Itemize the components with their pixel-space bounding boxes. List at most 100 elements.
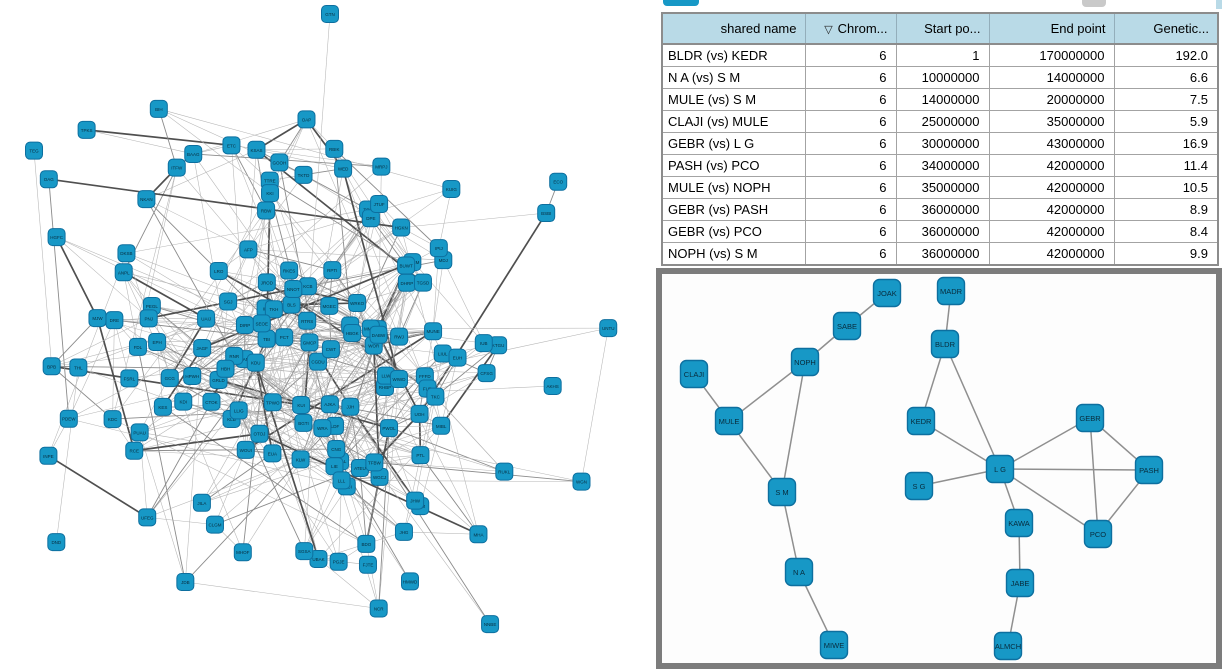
network-node[interactable]: NCR: [369, 599, 388, 618]
subnetwork-node-s-m[interactable]: S M: [767, 477, 797, 507]
network-node[interactable]: WED: [334, 159, 353, 178]
network-node[interactable]: RPTI: [323, 261, 342, 280]
table-cell[interactable]: 35000000: [988, 110, 1115, 133]
network-node[interactable]: KLW: [291, 450, 310, 469]
network-node[interactable]: IUB: [474, 334, 493, 353]
network-node[interactable]: SGSA: [295, 542, 314, 561]
network-node[interactable]: TFBW: [365, 453, 384, 472]
network-node[interactable]: JDB: [176, 572, 195, 591]
table-cell[interactable]: 6.6: [1113, 66, 1219, 89]
network-node[interactable]: CTOK: [202, 392, 221, 411]
network-node[interactable]: PCT: [275, 328, 294, 347]
subnetwork-view[interactable]: JOAK MADR SABE NOPH BLDR CLAJI MULE KEDR GEBR L G…: [656, 268, 1222, 669]
network-node[interactable]: KSAS: [247, 140, 266, 159]
network-node[interactable]: MHA: [469, 525, 488, 544]
table-cell[interactable]: 6: [804, 154, 897, 177]
table-row[interactable]: NOPH (vs) S M 6 36000000 42000000 9.9: [661, 242, 1219, 266]
table-cell[interactable]: 6: [804, 66, 897, 89]
network-node[interactable]: WIWD: [389, 369, 408, 388]
network-node[interactable]: WOUI: [236, 440, 255, 459]
network-node[interactable]: LRO: [209, 261, 228, 280]
network-node[interactable]: UOH: [410, 404, 429, 423]
network-node[interactable]: RTRS: [298, 311, 317, 330]
table-cell[interactable]: 14000000: [895, 88, 990, 111]
network-node[interactable]: OTOJ: [250, 424, 269, 443]
table-row[interactable]: GEBR (vs) PCO 6 36000000 42000000 8.4: [661, 220, 1219, 243]
network-node[interactable]: GTN: [321, 5, 339, 23]
subnetwork-node-joak[interactable]: JOAK: [872, 278, 902, 308]
network-node[interactable]: NKAN: [137, 190, 156, 209]
network-node[interactable]: AFP: [239, 240, 258, 259]
network-node[interactable]: CLGM: [205, 515, 224, 534]
network-node[interactable]: RCE: [125, 441, 144, 460]
table-cell[interactable]: 42000000: [988, 242, 1115, 266]
network-node[interactable]: KUI: [292, 395, 311, 414]
network-node[interactable]: DKSB: [117, 244, 136, 263]
subnetwork-node-pco[interactable]: PCO: [1083, 519, 1113, 549]
table-cell[interactable]: 6: [804, 132, 897, 155]
subnetwork-node-s-g[interactable]: S G: [904, 471, 934, 501]
network-node[interactable]: BIH: [149, 99, 168, 118]
subnetwork-edge-noph-sm[interactable]: [781, 361, 806, 493]
cell-shared-name[interactable]: BLDR (vs) KEDR: [661, 43, 806, 67]
network-node[interactable]: WRA: [313, 419, 332, 438]
subnetwork-node-mule[interactable]: MULE: [714, 406, 744, 436]
network-node[interactable]: PTL: [411, 446, 430, 465]
network-node[interactable]: KDI: [174, 392, 193, 411]
network-node[interactable]: INPE: [39, 446, 58, 465]
scrollbar-thumb-fragment[interactable]: [1082, 0, 1106, 7]
network-node[interactable]: TKH: [264, 300, 283, 319]
table-cell[interactable]: 34000000: [895, 154, 990, 177]
network-node[interactable]: BDO: [357, 534, 376, 553]
network-node[interactable]: GMCP: [300, 333, 319, 352]
network-node[interactable]: MRPJ: [372, 157, 391, 176]
network-node[interactable]: WRKO: [348, 294, 367, 313]
table-cell[interactable]: 7.5: [1113, 88, 1219, 111]
network-node[interactable]: RKES: [280, 261, 299, 280]
network-node[interactable]: TPWO: [263, 393, 282, 412]
table-cell[interactable]: 43000000: [988, 132, 1115, 155]
network-node[interactable]: HMWD: [400, 572, 419, 591]
subnetwork-canvas[interactable]: JOAK MADR SABE NOPH BLDR CLAJI MULE KEDR GEBR L G…: [662, 274, 1216, 663]
network-node[interactable]: UAIJ: [197, 309, 216, 328]
network-node[interactable]: IPIJ: [429, 239, 448, 258]
network-node[interactable]: BAAG: [184, 144, 203, 163]
network-node[interactable]: BPB: [42, 357, 61, 376]
network-node[interactable]: SEOE: [252, 314, 271, 333]
network-node[interactable]: EUA: [263, 444, 282, 463]
subnetwork-node-l-g[interactable]: L G: [985, 454, 1015, 484]
network-node[interactable]: HGFC: [47, 228, 66, 247]
subnetwork-edge-gebr-pco[interactable]: [1089, 417, 1099, 535]
table-cell[interactable]: 5.9: [1113, 110, 1219, 133]
subnetwork-node-madr[interactable]: MADR: [936, 276, 966, 306]
table-cell[interactable]: 35000000: [895, 176, 990, 199]
network-node[interactable]: RBW: [257, 201, 276, 220]
network-node[interactable]: JROD: [257, 273, 276, 292]
network-node[interactable]: JHW: [406, 491, 425, 510]
subnetwork-node-kedr[interactable]: KEDR: [906, 406, 936, 436]
network-node[interactable]: OAP: [297, 110, 316, 129]
table-cell[interactable]: 42000000: [988, 198, 1115, 221]
network-node[interactable]: BUWT: [397, 256, 416, 275]
network-node[interactable]: FSRL: [120, 369, 139, 388]
table-cell[interactable]: 10.5: [1113, 176, 1219, 199]
table-cell[interactable]: 6: [804, 242, 897, 266]
table-cell[interactable]: 42000000: [988, 220, 1115, 243]
network-node[interactable]: PUAU: [130, 423, 149, 442]
network-node[interactable]: KDU: [246, 353, 265, 372]
network-node[interactable]: NNOT: [284, 279, 303, 298]
network-node[interactable]: MIBL: [432, 416, 451, 435]
network-node[interactable]: LLL: [332, 471, 351, 490]
network-node[interactable]: EUH: [448, 348, 467, 367]
network-node[interactable]: MHOF: [233, 543, 252, 562]
network-node[interactable]: NNBE: [481, 615, 500, 634]
network-node[interactable]: BGTI: [294, 413, 313, 432]
network-node[interactable]: TKTD: [294, 165, 313, 184]
cell-shared-name[interactable]: MULE (vs) NOPH: [661, 176, 806, 199]
cell-shared-name[interactable]: GEBR (vs) L G: [661, 132, 806, 155]
network-node[interactable]: THL: [69, 358, 88, 377]
cell-shared-name[interactable]: GEBR (vs) PASH: [661, 198, 806, 221]
network-node[interactable]: MJW: [88, 309, 107, 328]
table-row[interactable]: BLDR (vs) KEDR 6 1 170000000 192.0: [661, 43, 1219, 67]
table-cell[interactable]: 36000000: [895, 242, 990, 266]
